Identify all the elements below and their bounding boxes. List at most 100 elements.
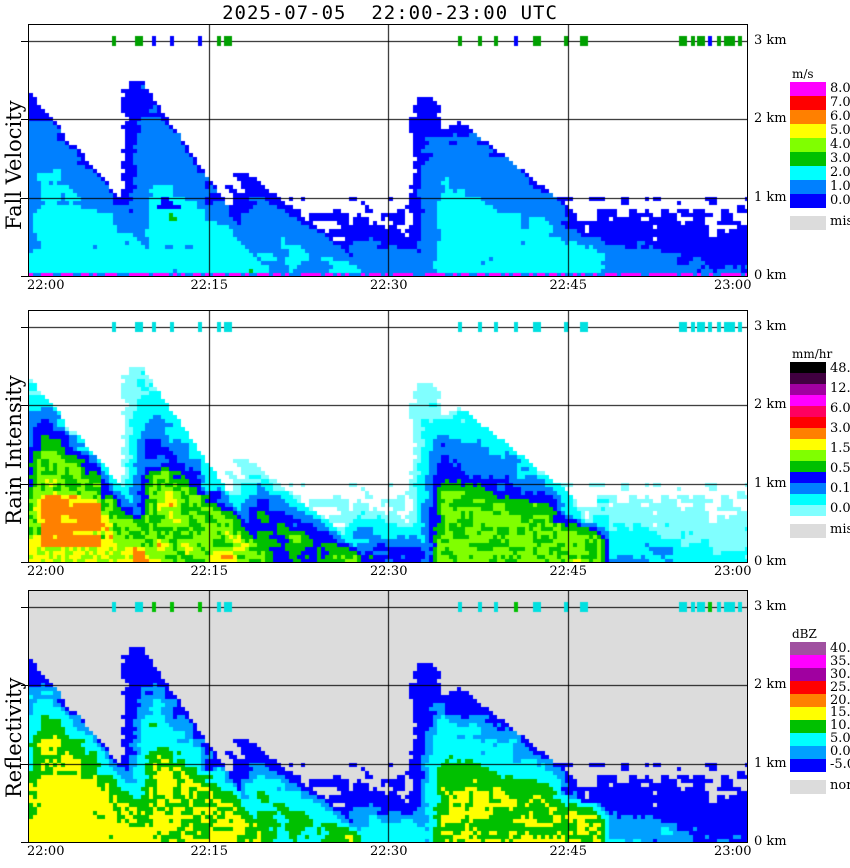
x-tick-label-reflectivity-4: 23:00 xyxy=(714,844,752,859)
y-tick-mark-rain-intensity-3 xyxy=(21,562,28,563)
colorbar-cell-reflectivity-7 xyxy=(790,733,826,746)
y-tick-label-fall-velocity-0: 3 km xyxy=(754,32,787,48)
y-tick-label-reflectivity-3: 0 km xyxy=(754,834,787,849)
y-tick-label-reflectivity-0: 3 km xyxy=(754,598,787,614)
radar-canvas-reflectivity xyxy=(29,591,747,842)
x-tick-label-reflectivity-2: 22:30 xyxy=(370,844,408,859)
x-tick-label-rain-intensity-3: 22:45 xyxy=(549,564,587,579)
plot-area-fall-velocity[interactable] xyxy=(28,24,748,277)
colorbar-miss-swatch-reflectivity xyxy=(790,780,826,794)
y-tick-label-fall-velocity-1: 2 km xyxy=(754,111,787,127)
colorbar-cell-fall-velocity-2 xyxy=(790,110,826,124)
colorbar-units-reflectivity: dBZ xyxy=(792,627,817,641)
colorbar-cell-reflectivity-6 xyxy=(790,720,826,733)
panel-ylabel-reflectivity: Reflectivity xyxy=(2,677,26,799)
y-tick-label-reflectivity-1: 2 km xyxy=(754,677,787,693)
y-tick-mark-reflectivity-2 xyxy=(21,764,28,765)
x-tick-label-rain-intensity-1: 22:15 xyxy=(190,564,228,579)
colorbar-label-rain-intensity-5: 0.5 xyxy=(830,461,850,476)
colorbar-miss-label-reflectivity: none xyxy=(830,778,850,793)
colorbar-label-fall-velocity-6: 2.0 xyxy=(830,165,850,180)
colorbar-cell-rain-intensity-3 xyxy=(790,395,826,406)
x-tick-label-rain-intensity-4: 23:00 xyxy=(714,564,752,579)
colorbar-label-fall-velocity-5: 3.0 xyxy=(830,151,850,166)
colorbar-cell-fall-velocity-7 xyxy=(790,180,826,194)
colorbar-cell-rain-intensity-1 xyxy=(790,373,826,384)
y-tick-mark-rain-intensity-0 xyxy=(21,327,28,328)
colorbar-cell-reflectivity-1 xyxy=(790,655,826,668)
x-tick-label-fall-velocity-2: 22:30 xyxy=(370,278,408,293)
y-tick-mark-rain-intensity-1 xyxy=(21,405,28,406)
plot-area-reflectivity[interactable] xyxy=(28,590,748,843)
y-tick-mark-fall-velocity-1 xyxy=(21,119,28,120)
colorbar-label-rain-intensity-3: 3.0 xyxy=(830,421,850,436)
x-tick-label-reflectivity-1: 22:15 xyxy=(190,844,228,859)
colorbar-label-fall-velocity-0: 8.0 xyxy=(830,81,850,96)
colorbar-label-reflectivity-8: 0.0 xyxy=(830,744,850,760)
y-tick-label-rain-intensity-0: 3 km xyxy=(754,318,787,334)
colorbar-units-fall-velocity: m/s xyxy=(792,67,814,81)
y-tick-label-rain-intensity-2: 1 km xyxy=(754,475,787,491)
colorbar-cell-rain-intensity-2 xyxy=(790,384,826,395)
colorbar-label-fall-velocity-4: 4.0 xyxy=(830,137,850,152)
colorbar-cell-fall-velocity-4 xyxy=(790,138,826,152)
colorbar-cell-reflectivity-0 xyxy=(790,642,826,655)
colorbar-cell-rain-intensity-7 xyxy=(790,439,826,450)
panel-ylabel-rain-intensity: Rain Intensity xyxy=(2,375,26,525)
colorbar-cell-rain-intensity-8 xyxy=(790,450,826,461)
colorbar-cell-rain-intensity-0 xyxy=(790,362,826,373)
y-tick-label-fall-velocity-3: 0 km xyxy=(754,268,787,283)
colorbar-cell-rain-intensity-6 xyxy=(790,428,826,439)
colorbar-label-fall-velocity-2: 6.0 xyxy=(830,109,850,124)
colorbar-label-rain-intensity-6: 0.1 xyxy=(830,481,850,496)
colorbar-cell-fall-velocity-3 xyxy=(790,124,826,138)
colorbar-label-rain-intensity-1: 12.0 xyxy=(830,381,850,396)
colorbar-label-fall-velocity-3: 5.0 xyxy=(830,123,850,138)
colorbar-miss-label-fall-velocity: miss xyxy=(830,214,850,229)
colorbar-label-reflectivity-4: 20.0 xyxy=(830,692,850,708)
y-tick-label-reflectivity-2: 1 km xyxy=(754,755,787,771)
colorbar-cell-rain-intensity-4 xyxy=(790,406,826,417)
colorbar-label-rain-intensity-2: 6.0 xyxy=(830,401,850,416)
x-tick-label-fall-velocity-1: 22:15 xyxy=(190,278,228,293)
colorbar-miss-label-rain-intensity: miss xyxy=(830,522,850,537)
colorbar-miss-swatch-fall-velocity xyxy=(790,216,826,230)
colorbar-label-reflectivity-0: 40.0 xyxy=(830,641,850,656)
colorbar-strip-fall-velocity[interactable] xyxy=(790,82,826,208)
colorbar-label-rain-intensity-4: 1.5 xyxy=(830,441,850,456)
y-tick-mark-rain-intensity-2 xyxy=(21,484,28,485)
colorbar-label-reflectivity-1: 35.0 xyxy=(830,653,850,669)
colorbar-cell-fall-velocity-1 xyxy=(790,96,826,110)
colorbar-cell-rain-intensity-9 xyxy=(790,461,826,472)
colorbar-label-reflectivity-2: 30.0 xyxy=(830,666,850,682)
y-tick-mark-reflectivity-3 xyxy=(21,842,28,843)
colorbar-cell-fall-velocity-0 xyxy=(790,82,826,96)
colorbar-cell-reflectivity-8 xyxy=(790,746,826,759)
y-tick-mark-fall-velocity-3 xyxy=(21,276,28,277)
x-tick-label-reflectivity-3: 22:45 xyxy=(549,844,587,859)
colorbar-strip-reflectivity[interactable] xyxy=(790,642,826,772)
colorbar-label-rain-intensity-0: 48.0 xyxy=(830,361,850,376)
colorbar-cell-rain-intensity-12 xyxy=(790,494,826,505)
colorbar-label-reflectivity-6: 10.0 xyxy=(830,718,850,734)
colorbar-label-reflectivity-7: 5.0 xyxy=(830,731,850,747)
colorbar-label-reflectivity-5: 15.0 xyxy=(830,705,850,721)
x-tick-label-fall-velocity-0: 22:00 xyxy=(27,278,65,293)
panel-fall-velocity: Fall Velocity xyxy=(0,0,850,300)
y-tick-mark-fall-velocity-2 xyxy=(21,198,28,199)
x-tick-label-reflectivity-0: 22:00 xyxy=(27,844,65,859)
radar-canvas-rain-intensity xyxy=(29,311,747,562)
y-tick-mark-reflectivity-1 xyxy=(21,685,28,686)
colorbar-cell-reflectivity-3 xyxy=(790,681,826,694)
plot-area-rain-intensity[interactable] xyxy=(28,310,748,563)
colorbar-cell-reflectivity-4 xyxy=(790,694,826,707)
colorbar-strip-rain-intensity[interactable] xyxy=(790,362,826,516)
colorbar-cell-fall-velocity-5 xyxy=(790,152,826,166)
colorbar-label-rain-intensity-7: 0.0 xyxy=(830,501,850,516)
panel-ylabel-fall-velocity: Fall Velocity xyxy=(2,100,26,230)
colorbar-cell-rain-intensity-13 xyxy=(790,505,826,516)
x-tick-label-rain-intensity-2: 22:30 xyxy=(370,564,408,579)
x-tick-label-rain-intensity-0: 22:00 xyxy=(27,564,65,579)
colorbar-units-rain-intensity: mm/hr xyxy=(792,347,833,361)
y-tick-label-fall-velocity-2: 1 km xyxy=(754,189,787,205)
